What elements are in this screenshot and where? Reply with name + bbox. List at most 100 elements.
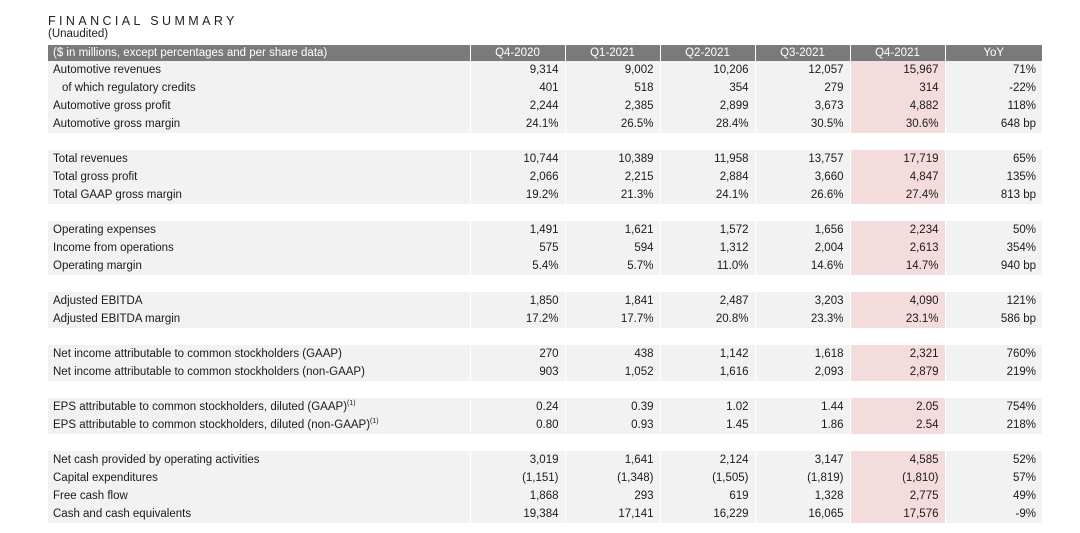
cell-q2-2021: 354 — [659, 79, 755, 97]
cell-q2-2021: 11.0% — [659, 257, 755, 275]
cell-yoy: -9% — [944, 505, 1042, 523]
spacer-cell — [48, 328, 1042, 345]
cell-q2-2021: 1,616 — [659, 363, 755, 381]
row-label-text: Net income attributable to common stockh… — [53, 348, 342, 360]
column-header-q1-2021: Q1-2021 — [564, 45, 660, 61]
cell-q4-2021: 4,847 — [849, 168, 945, 186]
group-spacer — [48, 434, 1042, 451]
column-header-q2-2021: Q2-2021 — [659, 45, 755, 61]
spacer-cell — [48, 434, 1042, 451]
cell-q1-2021: 518 — [564, 79, 660, 97]
row-label-text: Total revenues — [53, 153, 128, 165]
cell-q1-2021: 17,141 — [564, 505, 660, 523]
spacer-cell — [48, 204, 1042, 221]
group-spacer — [48, 275, 1042, 292]
cell-q1-2021: 1,052 — [564, 363, 660, 381]
cell-q4-2020: 19,384 — [469, 505, 565, 523]
row-label: Automotive gross profit — [48, 97, 470, 115]
row-label: Net cash provided by operating activitie… — [48, 451, 470, 469]
cell-q3-2021: 12,057 — [754, 61, 850, 79]
cell-q3-2021: 30.5% — [754, 115, 850, 133]
row-label-text: Automotive revenues — [53, 64, 162, 76]
cell-q2-2021: 1.02 — [659, 398, 755, 416]
cell-q4-2021: 2.54 — [849, 416, 945, 434]
cell-q1-2021: 293 — [564, 487, 660, 505]
footnote-marker: (1) — [347, 400, 356, 408]
row-label: Operating margin — [48, 257, 470, 275]
cell-q4-2020: 9,314 — [469, 61, 565, 79]
cell-q3-2021: 3,673 — [754, 97, 850, 115]
cell-q4-2021: 4,882 — [849, 97, 945, 115]
cell-q4-2020: 5.4% — [469, 257, 565, 275]
table-row: EPS attributable to common stockholders,… — [48, 416, 1042, 434]
table-row: Automotive gross margin 24.1% 26.5% 28.4% 30… — [48, 115, 1042, 133]
spacer-cell — [48, 133, 1042, 150]
cell-q3-2021: 2,004 — [754, 239, 850, 257]
cell-q4-2021: 4,090 — [849, 292, 945, 310]
row-label-text: Operating expenses — [53, 224, 156, 236]
row-label: Total GAAP gross margin — [48, 186, 470, 204]
row-label: EPS attributable to common stockholders,… — [48, 398, 470, 416]
cell-q4-2021: 14.7% — [849, 257, 945, 275]
table-row: Net income attributable to common stockh… — [48, 363, 1042, 381]
cell-q2-2021: 10,206 — [659, 61, 755, 79]
cell-q2-2021: 2,124 — [659, 451, 755, 469]
cell-q2-2021: 24.1% — [659, 186, 755, 204]
cell-q4-2020: 575 — [469, 239, 565, 257]
row-label-text: Total gross profit — [53, 171, 138, 183]
cell-q2-2021: 2,884 — [659, 168, 755, 186]
table-body: Automotive revenues 9,314 9,002 10,206 12,05… — [48, 61, 1042, 523]
footnote-marker: (1) — [370, 418, 379, 426]
cell-q4-2020: 0.80 — [469, 416, 565, 434]
cell-yoy: 754% — [944, 398, 1042, 416]
table-row: Total revenues 10,744 10,389 11,958 13,757 17… — [48, 150, 1042, 168]
financial-summary-table: ($ in millions, except percentages and p… — [48, 45, 1042, 523]
cell-q3-2021: 1,618 — [754, 345, 850, 363]
cell-q3-2021: 279 — [754, 79, 850, 97]
cell-q3-2021: 14.6% — [754, 257, 850, 275]
cell-q1-2021: 5.7% — [564, 257, 660, 275]
cell-q2-2021: 16,229 — [659, 505, 755, 523]
cell-q4-2021: (1,810) — [849, 469, 945, 487]
page-title: FINANCIAL SUMMARY — [48, 14, 238, 28]
cell-q2-2021: 1.45 — [659, 416, 755, 434]
table-row: Income from operations 575 594 1,312 2,004 2,… — [48, 239, 1042, 257]
table-row: EPS attributable to common stockholders,… — [48, 398, 1042, 416]
cell-q1-2021: 9,002 — [564, 61, 660, 79]
cell-q4-2020: 270 — [469, 345, 565, 363]
row-label: Operating expenses — [48, 221, 470, 239]
cell-q1-2021: 0.39 — [564, 398, 660, 416]
row-label: Automotive gross margin — [48, 115, 470, 133]
cell-yoy: 219% — [944, 363, 1042, 381]
group-spacer — [48, 204, 1042, 221]
table-row: Capital expenditures (1,151) (1,348) (1,505… — [48, 469, 1042, 487]
row-label: Income from operations — [48, 239, 470, 257]
cell-q4-2021: 2,775 — [849, 487, 945, 505]
cell-q2-2021: 2,899 — [659, 97, 755, 115]
cell-q4-2021: 30.6% — [849, 115, 945, 133]
table-row: Total GAAP gross margin 19.2% 21.3% 24.1% 26… — [48, 186, 1042, 204]
row-label: Cash and cash equivalents — [48, 505, 470, 523]
row-label: EPS attributable to common stockholders,… — [48, 416, 470, 434]
cell-q1-2021: (1,348) — [564, 469, 660, 487]
table-row: Adjusted EBITDA 1,850 1,841 2,487 3,203 4,090… — [48, 292, 1042, 310]
cell-q4-2021: 17,576 — [849, 505, 945, 523]
row-label-text: Free cash flow — [53, 490, 128, 502]
cell-q4-2020: 1,850 — [469, 292, 565, 310]
row-label-text: EPS attributable to common stockholders,… — [53, 401, 348, 413]
cell-q1-2021: 1,641 — [564, 451, 660, 469]
row-label: Net income attributable to common stockh… — [48, 363, 470, 381]
table-header-row: ($ in millions, except percentages and p… — [48, 45, 1042, 61]
cell-q3-2021: 3,203 — [754, 292, 850, 310]
cell-q4-2021: 17,719 — [849, 150, 945, 168]
row-label-text: Operating margin — [53, 260, 142, 272]
cell-q4-2021: 2,321 — [849, 345, 945, 363]
cell-q4-2020: 2,066 — [469, 168, 565, 186]
cell-q4-2021: 2.05 — [849, 398, 945, 416]
row-label: Adjusted EBITDA margin — [48, 310, 470, 328]
column-header-q4-2021: Q4-2021 — [849, 45, 945, 61]
cell-yoy: 57% — [944, 469, 1042, 487]
cell-q3-2021: 1.44 — [754, 398, 850, 416]
row-label-text: Net cash provided by operating activitie… — [53, 454, 260, 466]
cell-q2-2021: 1,142 — [659, 345, 755, 363]
